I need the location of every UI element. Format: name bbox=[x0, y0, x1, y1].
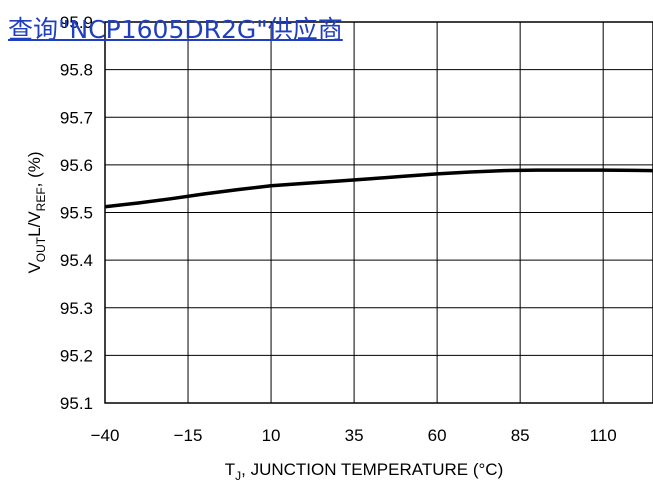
supplier-query-link[interactable]: 查询"NCP1605DR2G"供应商 bbox=[8, 15, 343, 44]
x-tick-label: 10 bbox=[262, 426, 281, 445]
x-tick-labels: −40 −15 10 35 60 85 110 bbox=[91, 426, 617, 445]
y-axis-title-mid: L/V bbox=[25, 211, 44, 237]
y-axis-title-v: V bbox=[25, 262, 44, 274]
y-axis-title-rest: , (%) bbox=[25, 151, 44, 187]
y-tick-label: 95.2 bbox=[60, 346, 93, 365]
y-tick-label: 95.7 bbox=[60, 108, 93, 127]
y-tick-label: 95.4 bbox=[60, 251, 93, 270]
x-tick-label: 85 bbox=[511, 426, 530, 445]
series-line bbox=[104, 168, 653, 209]
y-axis-title-ref: REF bbox=[34, 187, 48, 211]
y-tick-label: 95.6 bbox=[60, 156, 93, 175]
y-tick-label: 95.8 bbox=[60, 61, 93, 80]
y-tick-labels: 95.9 95.8 95.7 95.6 95.5 95.4 95.3 95.2 95.1 bbox=[60, 13, 93, 413]
y-tick-label: 95.9 bbox=[60, 13, 93, 32]
x-tick-label: 35 bbox=[345, 426, 364, 445]
x-axis-title: TJ, JUNCTION TEMPERATURE (°C) bbox=[225, 460, 504, 481]
y-tick-label: 95.5 bbox=[60, 204, 93, 223]
x-tick-label: −40 bbox=[91, 426, 120, 445]
x-tick-label: −15 bbox=[174, 426, 203, 445]
y-axis-title-out: OUT bbox=[34, 236, 48, 262]
series-layer bbox=[104, 168, 653, 209]
x-tick-label: 60 bbox=[428, 426, 447, 445]
x-tick-label: 110 bbox=[590, 426, 617, 445]
x-axis-title-subscript: J bbox=[235, 469, 241, 481]
x-axis-title-rest: , JUNCTION TEMPERATURE (°C) bbox=[241, 460, 503, 479]
grid-lines bbox=[104, 21, 653, 404]
y-axis-title: VOUTL/VREF, (%) bbox=[25, 151, 48, 273]
plot-frame bbox=[104, 21, 653, 404]
y-tick-label: 95.3 bbox=[60, 299, 93, 318]
x-axis-title-main: T bbox=[225, 460, 235, 479]
y-tick-label: 95.1 bbox=[60, 394, 93, 413]
